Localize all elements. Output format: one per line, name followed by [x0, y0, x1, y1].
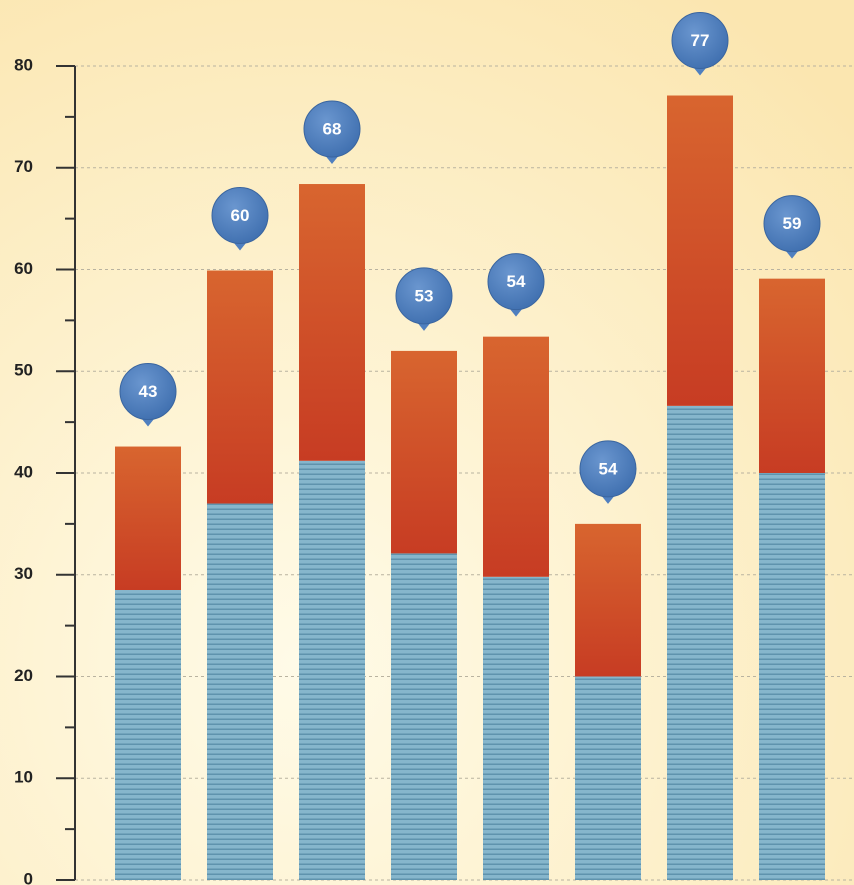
bar-segment [299, 184, 365, 461]
bubble [211, 187, 269, 245]
y-tick-label: 70 [14, 157, 33, 176]
bubble [763, 195, 821, 253]
bar-segment [575, 676, 641, 880]
bubble-label: 43 [139, 382, 158, 401]
y-tick-label: 60 [14, 259, 33, 278]
bar-segment [483, 336, 549, 577]
bubble [579, 440, 637, 498]
bubble-label: 68 [323, 120, 342, 139]
y-tick-label: 0 [24, 869, 33, 885]
bar-segment [759, 278, 825, 473]
y-tick-label: 40 [14, 462, 33, 481]
bubble-label: 59 [783, 214, 802, 233]
y-tick-label: 10 [14, 768, 33, 787]
bar-segment [207, 270, 273, 504]
bar-segment [667, 405, 733, 880]
y-tick-label: 30 [14, 564, 33, 583]
bubble-label: 54 [599, 459, 618, 478]
bar-segment [759, 473, 825, 880]
bubble [303, 100, 361, 158]
bar-segment [115, 590, 181, 880]
y-tick-label: 50 [14, 361, 33, 380]
bar-segment [207, 503, 273, 880]
bubble-label: 60 [231, 206, 250, 225]
bar-segment [575, 523, 641, 677]
bubble [671, 12, 729, 70]
bubble [119, 363, 177, 421]
bar-segment [299, 460, 365, 880]
bar-segment [483, 576, 549, 880]
bubble [487, 253, 545, 311]
bubble-label: 53 [415, 286, 434, 305]
bar-segment [391, 553, 457, 880]
y-tick-label: 20 [14, 666, 33, 685]
bar-segment [391, 350, 457, 554]
bar-segment [667, 95, 733, 406]
bubble-label: 77 [691, 31, 710, 50]
bubble-label: 54 [507, 272, 526, 291]
bubble [395, 267, 453, 325]
y-tick-label: 80 [14, 55, 33, 74]
bar-segment [115, 446, 181, 591]
